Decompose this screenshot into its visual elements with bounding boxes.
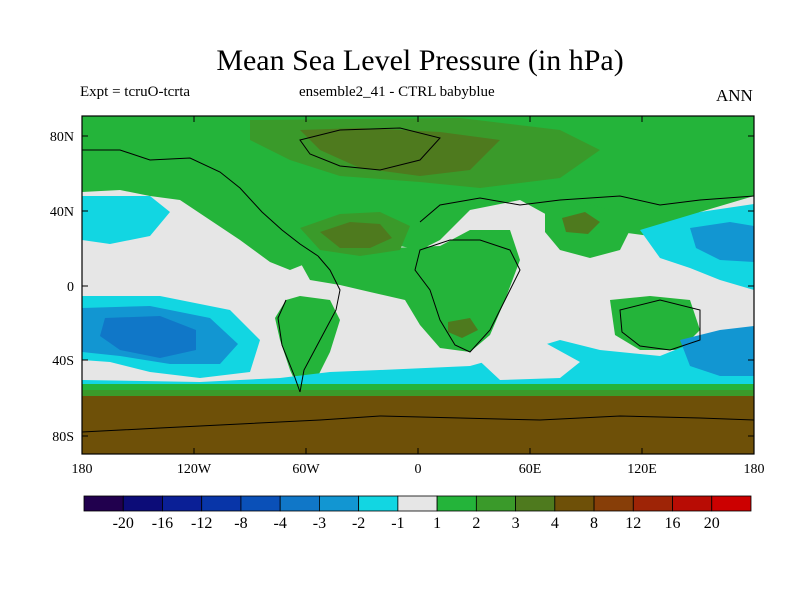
- positive-region-asia-core: [562, 212, 600, 234]
- longitude-axis: 180 120W 60W 0 60E 120E 180: [72, 116, 765, 477]
- colorbar-label: 12: [625, 515, 641, 532]
- colorbar-swatch: [672, 495, 713, 512]
- colorbar-label: -2: [352, 515, 365, 532]
- coastline-greenland: [299, 127, 441, 171]
- negative-region-spacific-core: [100, 316, 196, 358]
- season-label: ANN: [716, 86, 753, 105]
- coastline-africa: [414, 239, 521, 353]
- colorbar-swatch: [711, 495, 752, 512]
- colorbar-swatch: [397, 495, 438, 512]
- colorbar-swatch: [162, 495, 203, 512]
- lon-tick-label: 0: [415, 462, 422, 477]
- positive-region-arctic-core: [300, 128, 500, 176]
- lat-tick-label: 0: [67, 280, 74, 295]
- colorbar-swatch: [240, 495, 281, 512]
- colorbar-swatch: [475, 495, 516, 512]
- colorbar-swatch: [554, 495, 595, 512]
- colorbar-swatch: [201, 495, 242, 512]
- positive-region-atlantic-core: [320, 222, 392, 248]
- ensemble-label: ensemble2_41 - CTRL babyblue: [299, 84, 495, 100]
- coastline-south-america-west: [277, 299, 301, 393]
- colorbar-swatch: [122, 495, 163, 512]
- coastline-antarctica: [82, 415, 754, 433]
- colorbar-label: 4: [551, 515, 559, 532]
- neutral-gap-south-atlantic: [470, 340, 580, 380]
- map-title: Mean Sea Level Pressure (in hPa): [216, 44, 624, 77]
- colorbar-label: 1: [433, 515, 441, 532]
- lon-tick-label: 120W: [177, 462, 212, 477]
- colorbar-label: -20: [113, 515, 134, 532]
- coastline-south-america: [299, 255, 341, 393]
- colorbar-swatch: [515, 495, 556, 512]
- negative-region-npacific-west: [82, 196, 170, 244]
- colorbar-label: -16: [152, 515, 173, 532]
- colorbar-swatch: [319, 495, 360, 512]
- lon-tick-label: 120E: [627, 462, 657, 477]
- colorbar-label: 8: [590, 515, 598, 532]
- latitude-axis: 80N 40N 0 40S 80S: [50, 130, 754, 445]
- lon-tick-label: 180: [72, 462, 93, 477]
- colorbar-swatch: [358, 495, 399, 512]
- colorbar-label: 2: [472, 515, 480, 532]
- colorbar-label: -1: [391, 515, 404, 532]
- positive-region-africa-core: [448, 318, 478, 338]
- lat-tick-label: 40S: [52, 354, 74, 369]
- colorbar-label: -8: [234, 515, 247, 532]
- colorbar-label: -4: [274, 515, 287, 532]
- colorbar-label: 20: [704, 515, 720, 532]
- field-layer: [82, 116, 754, 454]
- colorbar-swatch: [593, 495, 634, 512]
- lon-tick-label: 60E: [519, 462, 542, 477]
- experiment-label: Expt = tcruO-tcrta: [80, 84, 191, 100]
- positive-region-australia: [610, 296, 700, 350]
- colorbar-swatch: [279, 495, 320, 512]
- colorbar-label: 3: [512, 515, 520, 532]
- lat-tick-label: 40N: [50, 205, 74, 220]
- coastline-eurasia: [419, 195, 754, 223]
- lat-tick-label: 80S: [52, 430, 74, 445]
- colorbar-label: -3: [313, 515, 326, 532]
- colorbar-swatch: [83, 495, 124, 512]
- positive-region-antarctic-mid: [82, 390, 754, 396]
- positive-region-antarctica: [82, 396, 754, 454]
- negative-region-southern-ocean: [82, 330, 754, 392]
- coastline-north-america: [82, 149, 319, 257]
- colorbar-label: 16: [665, 515, 681, 532]
- negative-region-npacific-east-core: [690, 222, 754, 262]
- colorbar: -20 -16 -12 -8 -4 -3 -2 -1 1 2 3 4 8 12 16 20: [83, 495, 752, 532]
- colorbar-label: -12: [191, 515, 212, 532]
- coastline-australia: [619, 299, 701, 351]
- colorbar-swatch: [436, 495, 477, 512]
- colorbar-swatch: [632, 495, 673, 512]
- negative-region-sw-pacific: [680, 326, 754, 376]
- lat-tick-label: 80N: [50, 130, 74, 145]
- coastlines: [82, 127, 754, 433]
- lon-tick-label: 180: [744, 462, 765, 477]
- lon-tick-label: 60W: [292, 462, 320, 477]
- positive-region-antarctic-edge: [82, 384, 754, 390]
